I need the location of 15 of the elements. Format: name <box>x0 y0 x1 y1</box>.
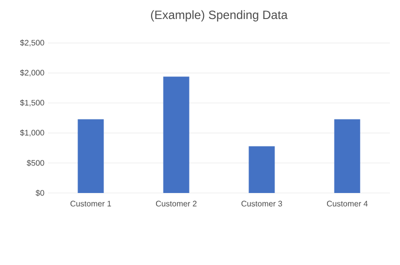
x-tick-label: Customer 3 <box>241 200 282 206</box>
x-tick-label: Customer 2 <box>156 200 197 206</box>
x-tick-label: Customer 4 <box>326 200 368 206</box>
y-tick-label: $0 <box>36 190 44 196</box>
y-tick-label: $1,000 <box>20 130 44 136</box>
bar <box>163 76 190 193</box>
x-tick-label: Customer 1 <box>70 200 112 206</box>
y-tick-label: $500 <box>26 160 44 166</box>
bar <box>78 119 104 193</box>
bar <box>248 146 275 193</box>
y-tick-label: $2,000 <box>20 70 44 76</box>
y-tick-label: $1,500 <box>20 100 44 106</box>
y-tick-label: $2,500 <box>20 40 44 46</box>
bar <box>334 119 360 193</box>
chart-title: (Example) Spending Data <box>151 10 288 22</box>
